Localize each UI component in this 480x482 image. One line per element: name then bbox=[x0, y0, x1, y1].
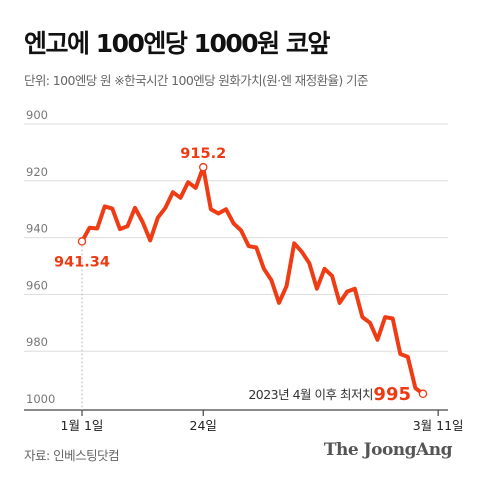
page-title: 엔고에 100엔당 1000원 코앞 bbox=[24, 29, 330, 58]
end-value-label: 995 bbox=[373, 384, 411, 405]
y-axis-ticks: 900 920 940 960 980 1000 bbox=[26, 108, 55, 406]
x-axis-ticks: 1월 1일 24일 3월 11일 bbox=[61, 410, 464, 433]
annotation-markers bbox=[77, 162, 428, 399]
series-line bbox=[80, 165, 425, 396]
data-point-marker bbox=[77, 237, 87, 246]
y-tick-label: 900 bbox=[26, 108, 48, 122]
peak-value-label: 915.2 bbox=[180, 146, 226, 162]
y-tick-label: 980 bbox=[26, 335, 48, 349]
x-tick-label: 1월 1일 bbox=[61, 418, 104, 433]
x-tick-label: 24일 bbox=[190, 418, 217, 433]
y-tick-label: 1000 bbox=[26, 392, 55, 406]
data-point-marker bbox=[198, 162, 208, 172]
x-tick-label: 3월 11일 bbox=[413, 418, 464, 433]
source-note: 자료: 인베스팅닷컴 bbox=[24, 448, 120, 463]
gridlines bbox=[24, 123, 448, 352]
low-note-label: 2023년 4월 이후 최저치 bbox=[248, 387, 373, 402]
y-tick-label: 940 bbox=[26, 222, 48, 236]
brand-logo: The JoongAng bbox=[323, 440, 453, 460]
start-value-label: 941.34 bbox=[54, 254, 110, 270]
y-tick-label: 960 bbox=[26, 278, 48, 292]
chart-subtitle: 단위: 100엔당 원 ※한국시간 100엔당 원화가치(원·엔 재정환율) 기… bbox=[24, 73, 368, 88]
y-tick-label: 920 bbox=[26, 165, 48, 179]
data-point-marker bbox=[418, 389, 428, 399]
